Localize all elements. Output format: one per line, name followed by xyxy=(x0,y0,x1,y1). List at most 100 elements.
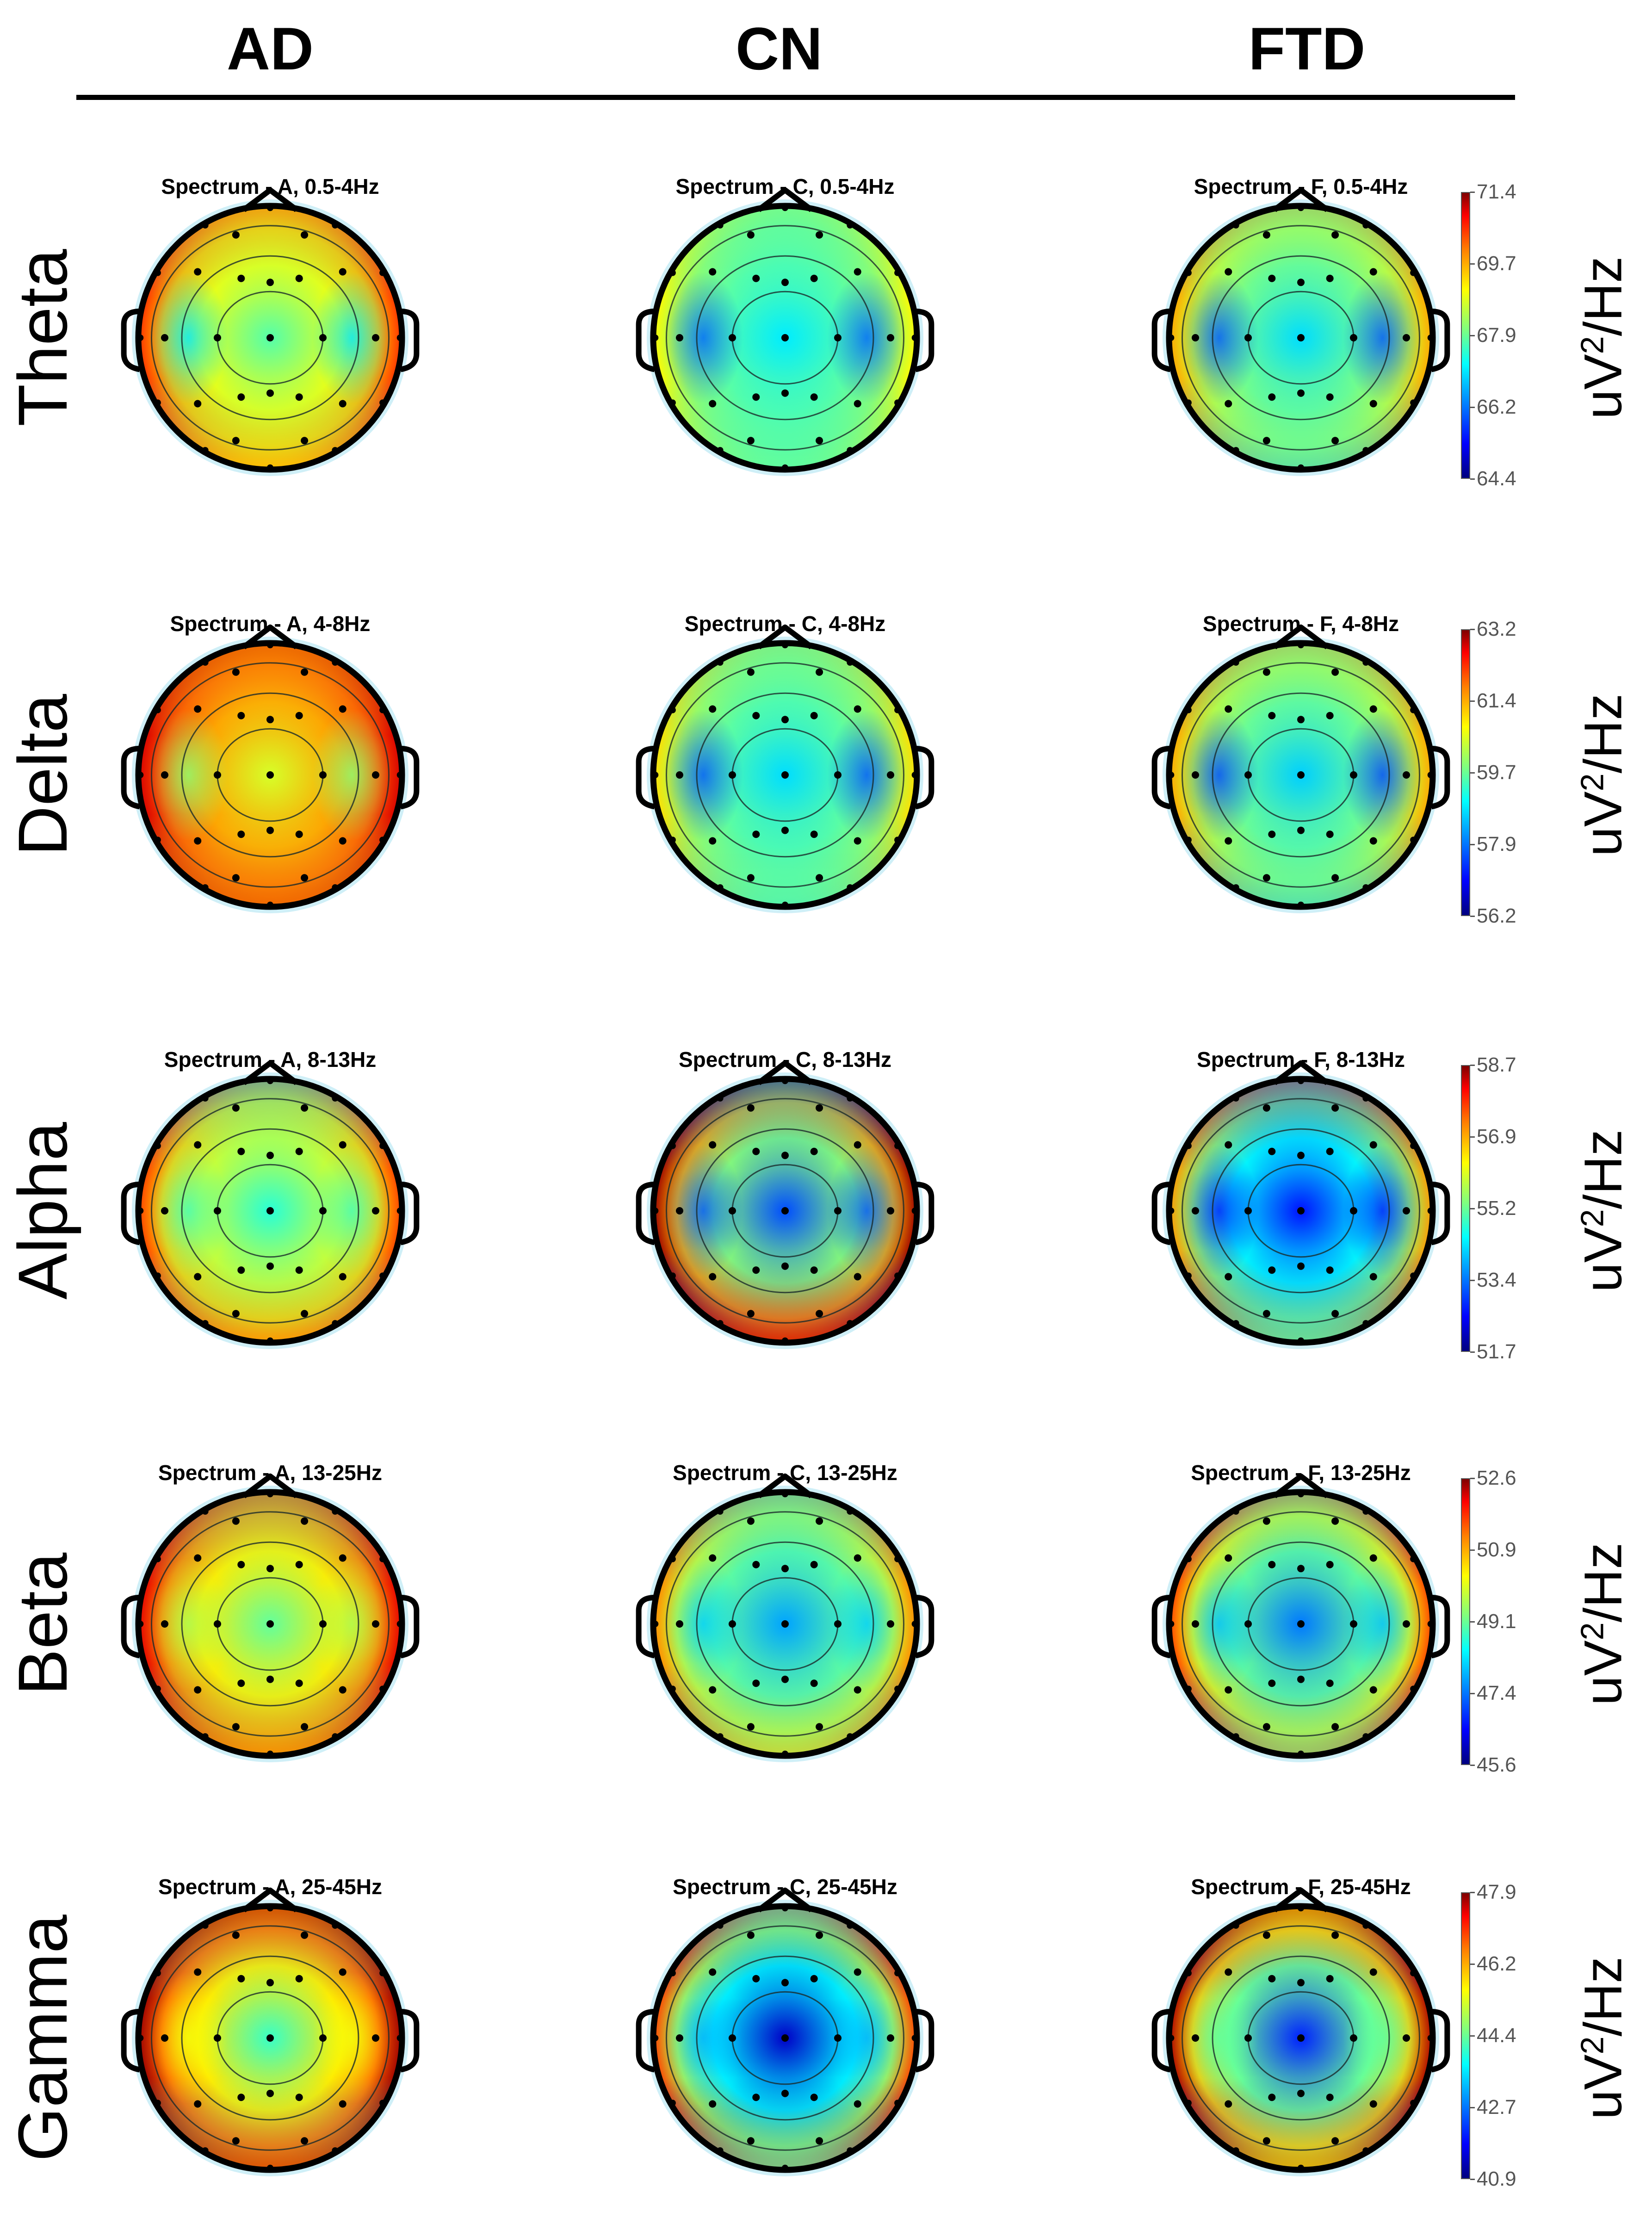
electrode-dot xyxy=(810,1147,818,1155)
electrode-dot xyxy=(676,1620,683,1628)
rim-electrode-dot xyxy=(669,836,676,843)
unit-label-delta: uV2/Hz xyxy=(1573,693,1633,857)
rim-electrode-dot xyxy=(1362,1733,1369,1740)
electrode-dot xyxy=(1331,2137,1339,2145)
left-temporal-field xyxy=(148,1558,228,1690)
electrode-dot xyxy=(1262,1310,1270,1318)
electrode-dot xyxy=(709,1273,717,1281)
electrode-dot xyxy=(266,716,274,724)
rim-electrode-dot xyxy=(782,1078,788,1084)
electrode-dot xyxy=(339,268,346,276)
right-temporal-field xyxy=(827,1145,907,1277)
electrode-dot xyxy=(752,274,760,282)
left-temporal-field xyxy=(1179,1145,1259,1277)
colorbar-tick-mark xyxy=(1470,1065,1475,1066)
electrode-dot xyxy=(816,1104,823,1112)
electrode-dot xyxy=(161,334,168,341)
left-ear-outline xyxy=(121,2009,141,2073)
electrode-dot xyxy=(194,1686,202,1694)
rim-electrode-dot xyxy=(1298,1078,1304,1084)
electrode-dot xyxy=(161,1620,168,1628)
electrode-dot xyxy=(747,1104,755,1112)
colorbar-tick-label: 56.9 xyxy=(1477,1125,1516,1148)
contour-line xyxy=(151,1511,390,1737)
electrode-dot xyxy=(781,1565,789,1573)
electrode-dot xyxy=(1262,231,1270,239)
electrode-dot xyxy=(709,837,717,845)
rim-electrode-dot xyxy=(332,1095,339,1102)
electrode-dot xyxy=(709,705,717,713)
rim-electrode-dot xyxy=(847,659,854,666)
colorbar-tick-label: 53.4 xyxy=(1477,1269,1516,1291)
contour-line xyxy=(696,692,874,858)
electrode-dot xyxy=(1262,1931,1270,1939)
rim-electrode-dot xyxy=(379,706,386,713)
rim-electrode-dot xyxy=(1362,1922,1369,1929)
electrode-dot xyxy=(781,2089,789,2097)
colorbar-tick-mark xyxy=(1470,700,1475,702)
nose-outline xyxy=(242,1060,298,1085)
electrode-dot xyxy=(266,279,274,286)
rim-electrode-dot xyxy=(911,335,918,341)
electrode-dot xyxy=(781,1262,789,1270)
electrode-dot xyxy=(194,268,202,276)
rim-electrode-dot xyxy=(137,1621,144,1627)
electrode-dot xyxy=(1225,705,1232,713)
electrode-dot xyxy=(295,712,303,719)
left-temporal-field xyxy=(663,272,743,404)
electrode-dot xyxy=(266,1675,274,1683)
electrode-dot xyxy=(372,334,379,341)
electrode-dot xyxy=(781,716,789,724)
rim-electrode-dot xyxy=(911,1621,918,1627)
electrode-dot xyxy=(752,393,760,401)
electrode-dot xyxy=(1225,1686,1232,1694)
electrode-dot xyxy=(232,1931,240,1939)
colorbar-tick-mark xyxy=(1470,192,1475,193)
electrode-dot xyxy=(301,1517,309,1525)
electrode-dot xyxy=(1297,826,1305,834)
electrode-dot xyxy=(339,705,346,713)
colorbar-tick-label: 64.4 xyxy=(1477,467,1516,490)
electrode-dot xyxy=(781,771,789,779)
rim-electrode-dot xyxy=(894,1555,901,1562)
right-temporal-field xyxy=(312,1972,392,2104)
electrode-dot xyxy=(854,2100,861,2108)
rim-electrode-dot xyxy=(1362,1320,1369,1327)
rim-electrode-dot xyxy=(1410,1555,1417,1562)
rim-electrode-dot xyxy=(154,1685,161,1692)
colorbar-tick-label: 51.7 xyxy=(1477,1340,1516,1363)
electrode-dot xyxy=(1262,668,1270,676)
nose-outline xyxy=(242,187,298,212)
electrode-dot xyxy=(781,334,789,341)
electrode-dot xyxy=(709,1686,717,1694)
colorbar-tick-mark xyxy=(1470,1280,1475,1281)
rim-electrode-dot xyxy=(1185,1555,1192,1562)
colorbar-tick-mark xyxy=(1470,1136,1475,1138)
rim-electrode-dot xyxy=(1362,1508,1369,1515)
rim-electrode-dot xyxy=(137,772,144,778)
electrode-dot xyxy=(1403,1620,1410,1628)
rim-electrode-dot xyxy=(1410,1142,1417,1149)
right-temporal-field xyxy=(312,709,392,841)
electrode-dot xyxy=(1244,1207,1252,1214)
nose-outline xyxy=(757,1060,813,1085)
electrode-dot xyxy=(1326,1679,1334,1687)
electrode-dot xyxy=(232,2137,240,2145)
rim-electrode-dot xyxy=(202,1733,209,1740)
rim-electrode-dot xyxy=(894,1272,901,1279)
electrode-dot xyxy=(266,1565,274,1573)
electrode-dot xyxy=(1331,668,1339,676)
colorbar-tick-mark xyxy=(1470,407,1475,408)
electrode-dot xyxy=(339,400,346,408)
electrode-dot xyxy=(1192,334,1199,341)
electrode-dot xyxy=(752,1147,760,1155)
rim-electrode-dot xyxy=(894,1142,901,1149)
rim-electrode-dot xyxy=(1168,2035,1175,2041)
colorbar-tick-mark xyxy=(1470,916,1475,917)
electrode-dot xyxy=(1268,712,1276,719)
topomap-theta-a xyxy=(121,187,420,476)
electrode-dot xyxy=(816,668,823,676)
colorbar-tick-label: 47.4 xyxy=(1477,1682,1516,1704)
rim-electrode-dot xyxy=(267,204,273,211)
electrode-dot xyxy=(854,268,861,276)
